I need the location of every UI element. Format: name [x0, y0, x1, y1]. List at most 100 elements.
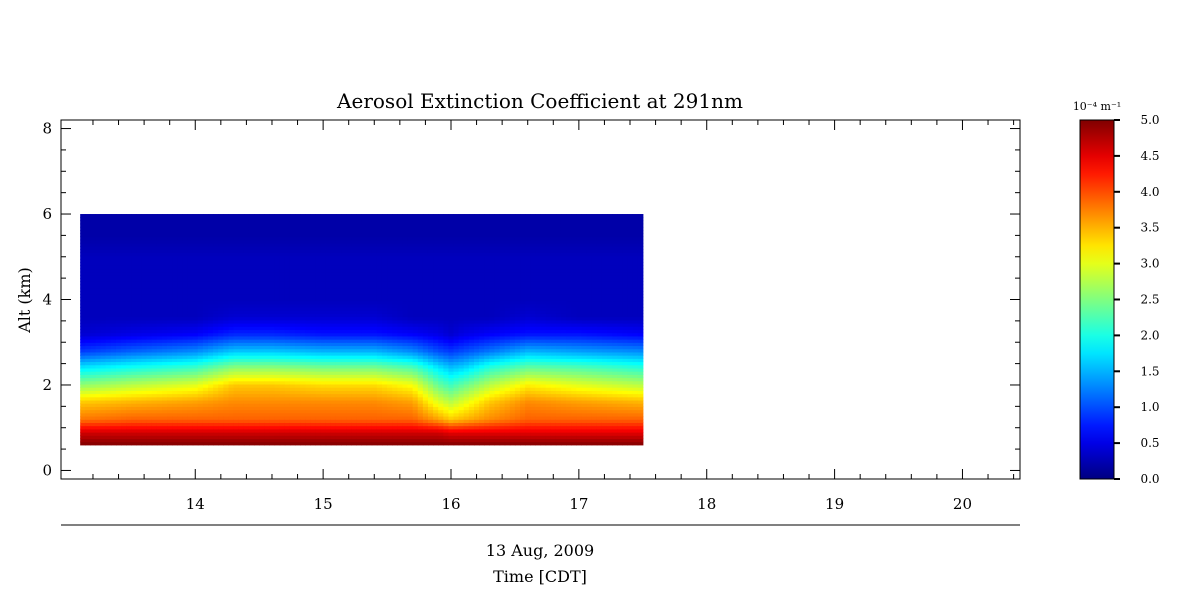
heatmap-cell — [182, 242, 189, 247]
heatmap-cell — [300, 287, 306, 292]
heatmap-cell — [85, 313, 91, 318]
heatmap-cell — [402, 390, 409, 395]
heatmap-cell — [330, 239, 337, 244]
heatmap-cell — [213, 246, 219, 250]
heatmap-cell — [274, 419, 281, 423]
heatmap-cell — [136, 246, 143, 250]
heatmap-cell — [315, 223, 322, 228]
heatmap-cell — [371, 246, 378, 250]
heatmap-cell — [100, 326, 107, 331]
heatmap-cell — [80, 265, 86, 270]
heatmap-cell — [427, 230, 434, 234]
heatmap-cell — [341, 230, 347, 234]
heatmap-cell — [100, 371, 107, 375]
heatmap-cell — [136, 294, 143, 298]
heatmap-cell — [233, 422, 240, 427]
heatmap-cell — [330, 274, 337, 279]
heatmap-cell — [228, 284, 235, 289]
heatmap-cell — [279, 313, 286, 318]
heatmap-cell — [182, 419, 189, 423]
heatmap-cell — [238, 255, 245, 260]
heatmap-cell — [182, 412, 189, 417]
heatmap-cell — [320, 355, 327, 359]
heatmap-cell — [422, 355, 429, 359]
heatmap-cell — [351, 316, 357, 321]
heatmap-cell — [320, 428, 327, 433]
heatmap-cell — [121, 217, 127, 222]
heatmap-cell — [202, 284, 209, 289]
heatmap-cell — [300, 361, 306, 366]
heatmap-cell — [300, 435, 306, 439]
heatmap-cell — [223, 323, 230, 327]
heatmap-cell — [300, 377, 306, 382]
heatmap-cell — [315, 287, 322, 292]
heatmap-cell — [427, 361, 434, 366]
heatmap-cell — [320, 271, 327, 276]
heatmap-cell — [238, 335, 245, 340]
heatmap-cell — [320, 332, 327, 337]
heatmap-cell — [100, 214, 107, 218]
heatmap-cell — [233, 239, 240, 244]
heatmap-cell — [213, 230, 219, 234]
heatmap-cell — [136, 422, 143, 427]
heatmap-cell — [346, 226, 352, 231]
heatmap-cell — [126, 419, 132, 423]
heatmap-cell — [295, 335, 301, 340]
heatmap-cell — [131, 268, 138, 273]
heatmap-cell — [100, 233, 107, 238]
heatmap-cell — [361, 268, 368, 273]
heatmap-cell — [243, 383, 250, 388]
heatmap-cell — [162, 348, 168, 353]
heatmap-cell — [325, 278, 332, 282]
heatmap-cell — [289, 387, 296, 391]
heatmap-cell — [243, 236, 250, 241]
heatmap-cell — [279, 274, 286, 279]
heatmap-cell — [427, 329, 434, 334]
heatmap-cell — [90, 252, 97, 257]
heatmap-cell — [156, 284, 163, 289]
heatmap-cell — [228, 323, 235, 327]
heatmap-cell — [100, 290, 107, 295]
heatmap-cell — [387, 422, 393, 427]
heatmap-cell — [105, 316, 112, 321]
heatmap-cell — [223, 316, 230, 321]
heatmap-cell — [402, 351, 409, 356]
heatmap-cell — [351, 441, 357, 446]
heatmap-cell — [392, 246, 398, 250]
heatmap-cell — [330, 300, 337, 305]
heatmap-cell — [412, 281, 419, 286]
heatmap-cell — [325, 355, 332, 359]
heatmap-cell — [172, 374, 178, 379]
heatmap-cell — [121, 303, 127, 308]
heatmap-cell — [341, 412, 347, 417]
heatmap-cell — [325, 258, 332, 263]
heatmap-cell — [187, 348, 194, 353]
heatmap-cell — [136, 226, 143, 231]
heatmap-cell — [335, 316, 342, 321]
heatmap-cell — [197, 428, 204, 433]
heatmap-cell — [228, 339, 235, 343]
heatmap-cell — [407, 255, 414, 260]
heatmap-cell — [146, 390, 153, 395]
heatmap-cell — [402, 431, 409, 436]
heatmap-cell — [259, 403, 265, 407]
heatmap-cell — [433, 428, 439, 433]
heatmap-cell — [110, 438, 117, 443]
heatmap-cell — [305, 313, 311, 318]
heatmap-cell — [80, 249, 86, 254]
heatmap-cell — [100, 425, 107, 430]
heatmap-cell — [392, 278, 398, 282]
heatmap-cell — [371, 313, 378, 318]
heatmap-cell — [259, 287, 265, 292]
heatmap-cell — [156, 377, 163, 382]
heatmap-cell — [192, 419, 199, 423]
heatmap-cell — [412, 367, 419, 372]
heatmap-cell — [325, 422, 332, 427]
heatmap-cell — [310, 348, 317, 353]
heatmap-cell — [407, 214, 414, 218]
heatmap-cell — [90, 358, 97, 363]
heatmap-cell — [371, 233, 378, 238]
heatmap-cell — [192, 268, 199, 273]
heatmap-cell — [162, 265, 168, 270]
heatmap-cell — [172, 274, 178, 279]
